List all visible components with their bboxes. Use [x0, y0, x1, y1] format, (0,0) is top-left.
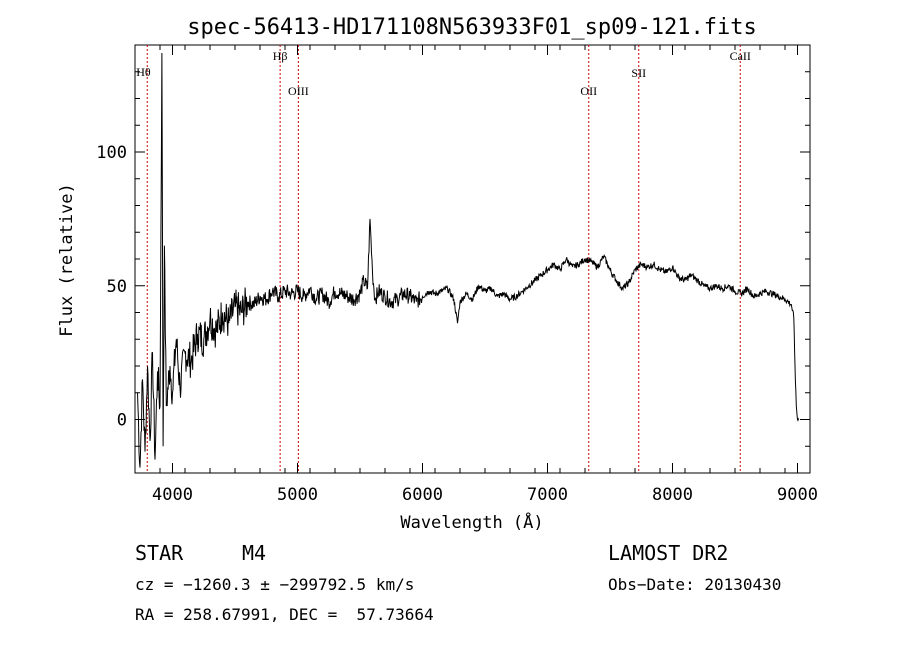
obs-date: Obs−Date: 20130430 — [608, 575, 781, 594]
x-tick-label: 6000 — [402, 485, 443, 505]
line-label: OIII — [288, 84, 309, 98]
series-layer — [137, 52, 800, 468]
class-label: STAR — [135, 541, 184, 565]
plot-frame — [134, 44, 811, 474]
x-tick-label: 4000 — [152, 485, 193, 505]
line-label: Hβ — [273, 49, 288, 63]
line-label: OII — [580, 84, 597, 98]
x-tick-label: 9000 — [777, 485, 818, 505]
subclass-label: M4 — [242, 541, 266, 565]
emission-lines: Hθ Hβ OIII OII SII CaII — [136, 45, 751, 473]
survey-label: LAMOST DR2 — [608, 541, 728, 565]
x-axis: 4000 5000 6000 7000 8000 9000 — [134, 45, 818, 505]
x-tick-label: 5000 — [277, 485, 318, 505]
y-tick-label: 50 — [107, 277, 127, 297]
spectrum-line — [137, 52, 800, 468]
chart-title: spec-56413-HD171108N563933F01_sp09-121.f… — [187, 15, 757, 40]
x-axis-label: Wavelength (Å) — [400, 511, 543, 533]
line-label: CaII — [730, 49, 751, 63]
y-tick-label: 0 — [117, 411, 127, 431]
radec-line: RA = 258.67991, DEC = 57.73664 — [135, 605, 434, 624]
line-label: Hθ — [136, 65, 151, 79]
y-axis-label: Flux (relative) — [57, 183, 77, 337]
y-axis: 0 50 100 — [96, 71, 810, 447]
line-label: SII — [631, 66, 646, 80]
x-tick-label: 7000 — [527, 485, 568, 505]
y-tick-label: 100 — [96, 143, 127, 163]
x-tick-label: 8000 — [652, 485, 693, 505]
cz-line: cz = −1260.3 ± −299792.5 km/s — [135, 575, 414, 594]
